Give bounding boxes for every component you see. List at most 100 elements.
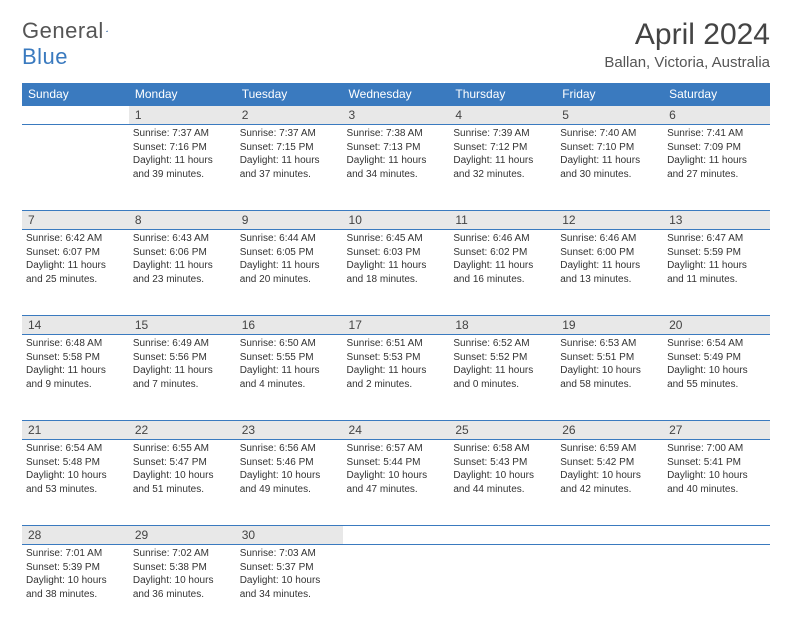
day-cell: Sunrise: 6:55 AMSunset: 5:47 PMDaylight:…	[129, 440, 236, 526]
day-sunset: Sunset: 5:48 PM	[26, 456, 125, 470]
day-number: 3	[343, 106, 450, 125]
day-sunset: Sunset: 5:39 PM	[26, 561, 125, 575]
day-cell-text: Sunrise: 6:54 AMSunset: 5:49 PMDaylight:…	[667, 337, 766, 391]
day-day1: Daylight: 10 hours	[560, 469, 659, 483]
day-day1: Daylight: 11 hours	[453, 154, 552, 168]
day-cell	[22, 125, 129, 211]
day-number: 4	[449, 106, 556, 125]
day-sunrise: Sunrise: 6:42 AM	[26, 232, 125, 246]
header-monday: Monday	[129, 83, 236, 106]
month-title: April 2024	[604, 18, 770, 52]
day-sunset: Sunset: 5:43 PM	[453, 456, 552, 470]
header-friday: Friday	[556, 83, 663, 106]
day-day1: Daylight: 10 hours	[453, 469, 552, 483]
day-cell-text: Sunrise: 6:44 AMSunset: 6:05 PMDaylight:…	[240, 232, 339, 286]
daynum-row: 78910111213	[22, 211, 770, 230]
day-number: 17	[343, 316, 450, 335]
day-sunrise: Sunrise: 6:51 AM	[347, 337, 446, 351]
daynum-row: 14151617181920	[22, 316, 770, 335]
day-cell-text: Sunrise: 7:39 AMSunset: 7:12 PMDaylight:…	[453, 127, 552, 181]
day-sunrise: Sunrise: 6:43 AM	[133, 232, 232, 246]
day-cell-text: Sunrise: 7:02 AMSunset: 5:38 PMDaylight:…	[133, 547, 232, 601]
day-cell-text: Sunrise: 7:37 AMSunset: 7:15 PMDaylight:…	[240, 127, 339, 181]
day-cell: Sunrise: 7:00 AMSunset: 5:41 PMDaylight:…	[663, 440, 770, 526]
day-sunset: Sunset: 5:52 PM	[453, 351, 552, 365]
day-cell: Sunrise: 6:46 AMSunset: 6:02 PMDaylight:…	[449, 230, 556, 316]
day-sunrise: Sunrise: 6:45 AM	[347, 232, 446, 246]
day-sunset: Sunset: 5:51 PM	[560, 351, 659, 365]
day-number: 11	[449, 211, 556, 230]
day-sunrise: Sunrise: 7:37 AM	[240, 127, 339, 141]
day-cell-text: Sunrise: 6:43 AMSunset: 6:06 PMDaylight:…	[133, 232, 232, 286]
day-sunrise: Sunrise: 6:47 AM	[667, 232, 766, 246]
day-day2: and 36 minutes.	[133, 588, 232, 602]
day-day2: and 55 minutes.	[667, 378, 766, 392]
day-day2: and 13 minutes.	[560, 273, 659, 287]
day-number: 8	[129, 211, 236, 230]
day-number: 19	[556, 316, 663, 335]
day-sunrise: Sunrise: 6:59 AM	[560, 442, 659, 456]
day-cell: Sunrise: 7:39 AMSunset: 7:12 PMDaylight:…	[449, 125, 556, 211]
day-cell: Sunrise: 6:51 AMSunset: 5:53 PMDaylight:…	[343, 335, 450, 421]
day-sunset: Sunset: 6:02 PM	[453, 246, 552, 260]
day-number: 15	[129, 316, 236, 335]
day-day2: and 9 minutes.	[26, 378, 125, 392]
header: General April 2024 Ballan, Victoria, Aus…	[22, 18, 770, 71]
day-day1: Daylight: 11 hours	[26, 364, 125, 378]
day-cell: Sunrise: 6:44 AMSunset: 6:05 PMDaylight:…	[236, 230, 343, 316]
day-day1: Daylight: 11 hours	[240, 364, 339, 378]
day-cell: Sunrise: 6:54 AMSunset: 5:48 PMDaylight:…	[22, 440, 129, 526]
content-row: Sunrise: 7:37 AMSunset: 7:16 PMDaylight:…	[22, 125, 770, 211]
day-day1: Daylight: 10 hours	[560, 364, 659, 378]
day-number: 29	[129, 526, 236, 545]
day-day1: Daylight: 10 hours	[26, 574, 125, 588]
day-cell	[663, 545, 770, 631]
day-day1: Daylight: 11 hours	[240, 154, 339, 168]
day-day1: Daylight: 10 hours	[26, 469, 125, 483]
day-cell	[556, 545, 663, 631]
day-sunset: Sunset: 5:58 PM	[26, 351, 125, 365]
content-row: Sunrise: 7:01 AMSunset: 5:39 PMDaylight:…	[22, 545, 770, 631]
daynum-row: 282930	[22, 526, 770, 545]
day-day1: Daylight: 11 hours	[133, 364, 232, 378]
day-cell-text: Sunrise: 6:59 AMSunset: 5:42 PMDaylight:…	[560, 442, 659, 496]
calendar-table: Sunday Monday Tuesday Wednesday Thursday…	[22, 83, 770, 631]
day-sunrise: Sunrise: 7:41 AM	[667, 127, 766, 141]
day-day2: and 34 minutes.	[240, 588, 339, 602]
day-day2: and 51 minutes.	[133, 483, 232, 497]
day-day1: Daylight: 11 hours	[26, 259, 125, 273]
day-sunset: Sunset: 5:44 PM	[347, 456, 446, 470]
day-cell: Sunrise: 6:59 AMSunset: 5:42 PMDaylight:…	[556, 440, 663, 526]
day-cell: Sunrise: 7:41 AMSunset: 7:09 PMDaylight:…	[663, 125, 770, 211]
day-number: 9	[236, 211, 343, 230]
day-cell-text: Sunrise: 7:37 AMSunset: 7:16 PMDaylight:…	[133, 127, 232, 181]
day-cell-text: Sunrise: 6:46 AMSunset: 6:02 PMDaylight:…	[453, 232, 552, 286]
day-cell: Sunrise: 6:47 AMSunset: 5:59 PMDaylight:…	[663, 230, 770, 316]
day-cell-text: Sunrise: 6:49 AMSunset: 5:56 PMDaylight:…	[133, 337, 232, 391]
day-day2: and 7 minutes.	[133, 378, 232, 392]
day-day2: and 2 minutes.	[347, 378, 446, 392]
day-day2: and 53 minutes.	[26, 483, 125, 497]
day-cell: Sunrise: 7:40 AMSunset: 7:10 PMDaylight:…	[556, 125, 663, 211]
day-sunset: Sunset: 7:09 PM	[667, 141, 766, 155]
day-number: 1	[129, 106, 236, 125]
day-day2: and 38 minutes.	[26, 588, 125, 602]
day-day2: and 42 minutes.	[560, 483, 659, 497]
day-day1: Daylight: 11 hours	[560, 259, 659, 273]
day-day1: Daylight: 11 hours	[560, 154, 659, 168]
day-sunrise: Sunrise: 6:54 AM	[26, 442, 125, 456]
day-cell-text: Sunrise: 6:48 AMSunset: 5:58 PMDaylight:…	[26, 337, 125, 391]
day-cell-text: Sunrise: 6:54 AMSunset: 5:48 PMDaylight:…	[26, 442, 125, 496]
day-sunrise: Sunrise: 6:46 AM	[453, 232, 552, 246]
day-sunrise: Sunrise: 7:38 AM	[347, 127, 446, 141]
day-day1: Daylight: 11 hours	[667, 259, 766, 273]
day-cell: Sunrise: 6:56 AMSunset: 5:46 PMDaylight:…	[236, 440, 343, 526]
day-number: 10	[343, 211, 450, 230]
content-row: Sunrise: 6:54 AMSunset: 5:48 PMDaylight:…	[22, 440, 770, 526]
day-sunrise: Sunrise: 6:56 AM	[240, 442, 339, 456]
day-cell-text: Sunrise: 6:57 AMSunset: 5:44 PMDaylight:…	[347, 442, 446, 496]
day-day2: and 30 minutes.	[560, 168, 659, 182]
day-number: 6	[663, 106, 770, 125]
day-sunrise: Sunrise: 7:00 AM	[667, 442, 766, 456]
day-day2: and 25 minutes.	[26, 273, 125, 287]
